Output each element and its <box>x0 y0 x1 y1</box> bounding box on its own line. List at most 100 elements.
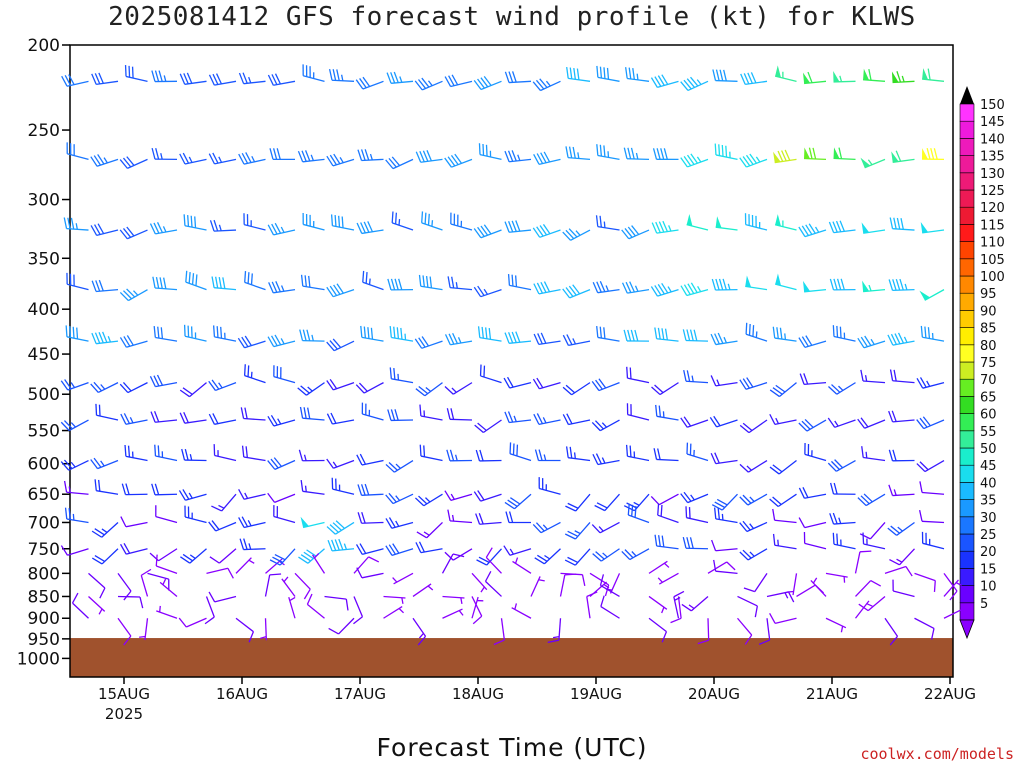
wind-barb <box>657 572 679 585</box>
wind-barb <box>383 595 406 604</box>
wind-barb <box>389 367 414 384</box>
wind-barb <box>859 522 886 540</box>
x-axis-label: Forecast Time (UTC) <box>376 733 648 762</box>
wind-barb <box>473 75 502 91</box>
wind-barb <box>267 492 296 503</box>
wind-barb <box>504 493 532 510</box>
wind-barb <box>562 228 591 241</box>
wind-barb <box>769 382 797 398</box>
wind-barb <box>178 617 207 628</box>
wind-barb <box>213 444 237 462</box>
wind-barb <box>385 156 414 170</box>
colorbar-swatch <box>959 482 975 500</box>
wind-barb <box>383 606 405 619</box>
wind-barb <box>154 444 178 462</box>
wind-barb <box>861 446 886 462</box>
wind-barb <box>330 214 355 231</box>
colorbar-swatch <box>959 533 975 552</box>
wind-barb <box>326 458 355 469</box>
colorbar-swatch <box>959 172 975 191</box>
wind-barb <box>124 65 148 82</box>
wind-barb <box>683 369 709 384</box>
wind-barb <box>238 516 266 529</box>
y-tick-label: 200 <box>28 36 60 56</box>
wind-barb <box>66 272 89 291</box>
wind-barb <box>147 572 170 591</box>
wind-barb <box>385 459 414 473</box>
wind-barb <box>331 477 355 495</box>
colorbar-label: 130 <box>980 167 1005 182</box>
colorbar-label: 90 <box>980 304 997 319</box>
wind-barb <box>179 152 207 165</box>
wind-barb <box>238 72 266 85</box>
x-tick-label: 19AUG <box>570 685 622 703</box>
wind-barb <box>920 221 945 234</box>
wind-barb <box>803 531 827 550</box>
wind-barb <box>387 278 414 291</box>
wind-barb <box>94 479 119 495</box>
wind-barb <box>592 280 620 294</box>
wind-barb <box>534 548 561 565</box>
wind-barb <box>564 548 591 566</box>
wind-barb <box>621 225 650 240</box>
colorbar-label: 25 <box>980 528 997 543</box>
wind-barb <box>832 325 856 342</box>
y-tick-label: 950 <box>28 630 60 650</box>
colorbar-swatch <box>959 224 975 242</box>
wind-barb <box>591 419 620 432</box>
wind-barb <box>238 488 266 500</box>
wind-barb <box>686 442 709 462</box>
wind-barb <box>532 78 561 92</box>
wind-barb <box>235 557 255 574</box>
colorbar-label: 55 <box>980 425 997 440</box>
wind-barb <box>389 326 414 342</box>
wind-barb <box>739 548 768 561</box>
wind-barb <box>775 273 797 291</box>
wind-barb <box>471 596 484 619</box>
wind-barb <box>326 520 355 535</box>
y-tick-label: 800 <box>28 564 60 584</box>
wind-barb <box>680 76 709 92</box>
wind-barb <box>91 548 119 565</box>
wind-barb <box>419 404 443 421</box>
wind-barb <box>565 146 591 161</box>
wind-barb <box>442 595 465 604</box>
wind-barb <box>654 327 679 342</box>
wind-barb <box>715 216 738 231</box>
wind-barb <box>891 150 915 163</box>
wind-barb <box>119 543 148 555</box>
colorbar-swatch <box>959 344 975 363</box>
wind-barb <box>327 538 355 552</box>
wind-barb <box>532 223 561 238</box>
wind-barb <box>829 278 856 291</box>
wind-barb <box>943 607 965 619</box>
wind-barb <box>534 449 561 462</box>
wind-barb <box>857 493 886 507</box>
colorbar-swatch <box>959 189 975 208</box>
wind-barb <box>772 508 797 524</box>
wind-barb <box>273 505 296 524</box>
wind-barb <box>155 554 178 574</box>
colorbar-label: 15 <box>980 562 997 577</box>
wind-barb <box>798 418 827 432</box>
wind-barb <box>600 595 620 619</box>
wind-barb <box>739 520 768 533</box>
wind-barb <box>273 365 296 384</box>
wind-barb <box>151 483 178 496</box>
wind-barb <box>117 595 144 609</box>
wind-barb <box>769 613 797 624</box>
wind-barb <box>862 280 886 293</box>
wind-barb <box>854 550 872 574</box>
colorbar-swatch <box>959 275 975 294</box>
colorbar-swatch <box>959 464 975 483</box>
y-tick-label: 750 <box>28 540 60 560</box>
wind-barb <box>862 532 886 550</box>
wind-barb <box>90 223 119 237</box>
wind-barb <box>774 65 797 82</box>
wind-barb <box>744 213 768 231</box>
wind-barb <box>863 68 886 82</box>
wind-barb <box>710 332 738 346</box>
wind-barb <box>769 493 797 508</box>
wind-barb <box>511 603 532 619</box>
